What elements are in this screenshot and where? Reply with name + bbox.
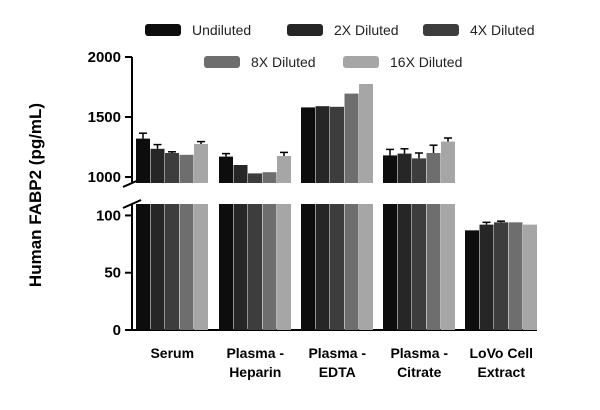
- bar-lower: [441, 204, 455, 330]
- x-category-label: Plasma -: [390, 345, 448, 361]
- bar: [465, 230, 479, 330]
- bar-lower: [315, 204, 330, 330]
- bar: [194, 144, 208, 183]
- x-category-label: Serum: [150, 345, 194, 361]
- legend-swatch: [343, 56, 379, 68]
- y-tick-label: 2000: [88, 49, 121, 66]
- legend-swatch: [204, 56, 240, 68]
- y-tick-label: 100: [96, 207, 121, 224]
- bar: [136, 138, 150, 183]
- x-category-label: EDTA: [319, 364, 356, 380]
- x-category-label: Plasma -: [308, 345, 366, 361]
- bar: [412, 158, 426, 183]
- y-axis-label: Human FABP2 (pg/mL): [26, 103, 45, 287]
- bar-lower: [136, 204, 150, 330]
- bar: [441, 141, 455, 183]
- bar-lower: [262, 204, 277, 330]
- bar-lower: [383, 204, 397, 330]
- bar: [277, 156, 291, 183]
- bar: [426, 153, 441, 183]
- legend-label: Undiluted: [192, 22, 251, 38]
- axis-break-gap: [0, 185, 600, 202]
- bar: [397, 153, 412, 183]
- bar-lower: [359, 204, 373, 330]
- legend-swatch: [423, 24, 459, 36]
- x-axis-labels: Serum Plasma - Heparin Plasma - EDTA Plasma -…: [150, 345, 533, 380]
- bar-lower: [194, 204, 208, 330]
- bar: [150, 148, 165, 183]
- bar: [219, 156, 233, 183]
- bar: [233, 165, 248, 183]
- y-tick-label: 1500: [88, 109, 121, 126]
- bar: [344, 93, 359, 183]
- bar: [179, 154, 194, 183]
- bar-lower: [412, 204, 426, 330]
- bar: [301, 107, 315, 183]
- bar-lower: [165, 204, 179, 330]
- bar-lower: [397, 204, 412, 330]
- bar: [523, 224, 537, 330]
- bar-lower: [426, 204, 441, 330]
- x-category-label: Heparin: [229, 364, 281, 380]
- legend-label: 2X Diluted: [334, 22, 399, 38]
- bar-lower: [233, 204, 248, 330]
- bar: [479, 224, 494, 330]
- legend-label: 8X Diluted: [251, 54, 316, 70]
- bar-lower: [179, 204, 194, 330]
- bar: [330, 106, 344, 183]
- bar: [383, 155, 397, 183]
- y-tick-label: 1000: [88, 169, 121, 186]
- legend-swatch: [287, 24, 323, 36]
- bar-lower: [301, 204, 315, 330]
- bars: [136, 84, 537, 330]
- x-category-label: Plasma -: [226, 345, 284, 361]
- bar-lower: [150, 204, 165, 330]
- bar-lower: [344, 204, 359, 330]
- legend: Undiluted 2X Diluted 4X Diluted 8X Diluted 1…: [145, 22, 535, 70]
- legend-label: 4X Diluted: [470, 22, 535, 38]
- x-category-label: Extract: [478, 364, 526, 380]
- y-tick-label: 50: [104, 265, 121, 282]
- bar-lower: [277, 204, 291, 330]
- bar-lower: [219, 204, 233, 330]
- bar: [262, 172, 277, 183]
- axis-break-mark: [122, 199, 142, 209]
- bar-lower: [330, 204, 344, 330]
- bar: [165, 153, 179, 183]
- bar: [315, 106, 330, 183]
- bar-lower: [248, 204, 262, 330]
- y-tick-label: 0: [113, 322, 121, 339]
- x-category-label: Citrate: [397, 364, 442, 380]
- bar: [508, 222, 523, 330]
- bar: [359, 84, 373, 183]
- x-category-label: LoVo Cell: [469, 345, 533, 361]
- bar: [494, 222, 508, 330]
- legend-swatch: [145, 24, 181, 36]
- bar: [248, 173, 262, 183]
- legend-label: 16X Diluted: [390, 54, 462, 70]
